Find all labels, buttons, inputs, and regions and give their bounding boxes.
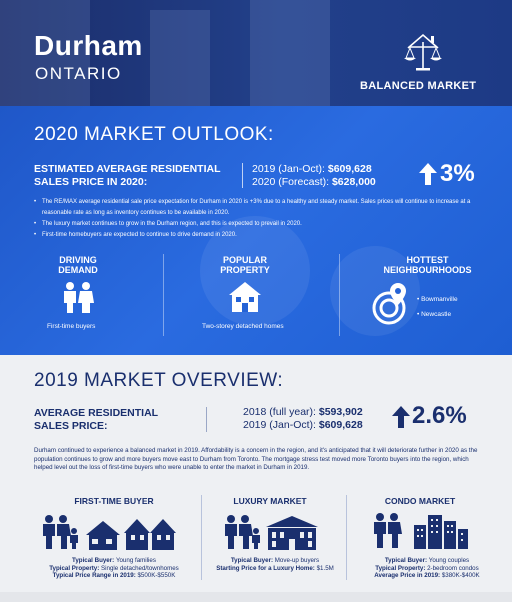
info-value: $500K-$550K — [137, 572, 176, 579]
outlook-bullets: The RE/MAX average residential sale pric… — [34, 197, 476, 241]
neighbourhood-name: Newcastle — [421, 311, 452, 318]
outlook-row1-value: $609,628 — [327, 163, 372, 175]
info-label: Typical Property: — [375, 564, 428, 572]
info-row: Average Price in 2019: $380K-$400K — [352, 572, 502, 580]
info-row: Typical Buyer: Move-up buyers — [205, 557, 345, 565]
overview-label-line2: SALES PRICE: — [34, 420, 108, 432]
driving-heading-line2: DEMAND — [58, 265, 98, 275]
outlook-change: 3% — [440, 160, 475, 187]
info-label: Typical Property: — [49, 564, 102, 572]
first-time-buyer-title: FIRST-TIME BUYER — [74, 496, 154, 506]
market-divider — [346, 495, 347, 580]
column-divider — [163, 254, 164, 336]
condo-building-icon — [374, 513, 468, 549]
background-building — [0, 0, 90, 106]
info-label: Typical Buyer: — [72, 557, 116, 564]
hottest-heading-line1: HOTTEST — [406, 255, 449, 265]
outlook-row2-value: $628,000 — [331, 176, 376, 188]
popular-heading-line1: POPULAR — [222, 255, 267, 265]
column-divider — [339, 254, 340, 336]
house-icon — [229, 282, 261, 312]
popular-heading-line2: PROPERTY — [220, 265, 270, 275]
outlook-title: 2020 MARKET OUTLOOK: — [34, 124, 274, 145]
up-arrow-icon — [419, 163, 437, 185]
info-row: Typical Buyer: Young couples — [352, 557, 502, 565]
outlook-row-2020: 2020 (Forecast): $628,000 — [252, 176, 376, 189]
popular-property-heading: POPULAR PROPERTY — [210, 255, 280, 275]
info-label: Typical Buyer: — [384, 557, 429, 564]
info-value: Single detached/townhomes — [101, 564, 179, 572]
info-row: Typical Price Range in 2019: $500K-$550K — [34, 572, 194, 580]
outlook-row2-label: 2020 (Forecast): — [252, 176, 332, 188]
info-value: $380K-$400K — [441, 572, 480, 579]
outlook-divider — [242, 163, 243, 188]
overview-row1-value: $593,902 — [318, 406, 363, 418]
province-subtitle: ONTARIO — [35, 64, 122, 83]
balance-scale-icon — [404, 33, 442, 71]
outlook-bullet: The RE/MAX average residential sale pric… — [34, 197, 476, 219]
popular-property-text: Two-storey detached homes — [202, 323, 284, 330]
info-label: Typical Buyer: — [230, 557, 275, 564]
neighbourhood-item: • Bowmanville — [417, 296, 458, 303]
luxury-market-title: LUXURY MARKET — [233, 496, 307, 506]
info-label: Average Price in 2019: — [374, 572, 442, 579]
overview-row1-label: 2018 (full year): — [243, 406, 319, 418]
info-value: Young families — [115, 557, 156, 564]
overview-title: 2019 MARKET OVERVIEW: — [34, 370, 284, 391]
city-title: Durham — [34, 30, 143, 61]
overview-label: AVERAGE RESIDENTIAL SALES PRICE: — [34, 407, 158, 433]
overview-row2-value: $609,628 — [318, 419, 363, 431]
overview-values: 2018 (full year): $593,902 2019 (Jan-Oct… — [243, 406, 363, 432]
header-banner: Durham ONTARIO BALANCED MARKET — [0, 0, 512, 106]
couple-icon — [64, 282, 94, 313]
overview-label-line1: AVERAGE RESIDENTIAL — [34, 407, 159, 419]
first-time-buyer-info: Typical Buyer: Young families Typical Pr… — [34, 557, 194, 580]
outlook-label: ESTIMATED AVERAGE RESIDENTIAL SALES PRIC… — [34, 163, 244, 189]
info-value: 2-bedroom condos — [427, 564, 479, 572]
overview-row2-label: 2019 (Jan-Oct): — [243, 419, 319, 431]
hottest-neighbourhoods-heading: HOTTEST NEIGHBOURHOODS — [375, 255, 480, 275]
market-divider — [201, 495, 202, 580]
driving-heading-line1: DRIVING — [59, 255, 97, 265]
hottest-heading-line2: NEIGHBOURHOODS — [383, 265, 472, 275]
overview-row-2019: 2019 (Jan-Oct): $609,628 — [243, 419, 363, 432]
outlook-bullet: First-time homebuyers are expected to co… — [34, 230, 476, 241]
map-pin-target-icon — [372, 283, 406, 325]
info-value: Move-up buyers — [274, 557, 320, 564]
info-value: Young couples — [428, 557, 470, 564]
outlook-bullet: The luxury market continues to grow in t… — [34, 219, 476, 230]
outlook-row-2019: 2019 (Jan-Oct): $609,628 — [252, 163, 376, 176]
balanced-market-badge: BALANCED MARKET — [360, 80, 477, 92]
outlook-label-line1: ESTIMATED AVERAGE RESIDENTIAL — [34, 163, 221, 175]
neighbourhood-item: • Newcastle — [417, 311, 452, 318]
driving-demand-heading: DRIVING DEMAND — [48, 255, 108, 275]
condo-market-title: CONDO MARKET — [384, 496, 456, 506]
info-row: Typical Buyer: Young families — [34, 557, 194, 565]
family-homes-icon — [43, 515, 176, 550]
up-arrow-icon — [392, 406, 410, 428]
info-row: Typical Property: 2-bedroom condos — [352, 565, 502, 573]
driving-demand-text: First-time buyers — [47, 323, 96, 330]
luxury-home-icon — [225, 515, 318, 550]
info-label: Starting Price for a Luxury Home: — [216, 564, 317, 572]
background-building — [150, 10, 210, 106]
footer-band — [0, 592, 512, 602]
info-row: Starting Price for a Luxury Home: $1.5M — [205, 565, 345, 573]
condo-market-info: Typical Buyer: Young couples Typical Pro… — [352, 557, 502, 580]
info-row: Typical Property: Single detached/townho… — [34, 565, 194, 573]
luxury-market-info: Typical Buyer: Move-up buyers Starting P… — [205, 557, 345, 572]
background-building — [250, 0, 330, 106]
outlook-row1-label: 2019 (Jan-Oct): — [252, 163, 328, 175]
neighbourhood-name: Bowmanville — [421, 296, 458, 303]
outlook-values: 2019 (Jan-Oct): $609,628 2020 (Forecast)… — [252, 163, 376, 189]
info-value: $1.5M — [316, 564, 334, 572]
info-label: Typical Price Range in 2019: — [52, 572, 138, 579]
overview-paragraph: Durham continued to experience a balance… — [34, 447, 478, 472]
overview-divider — [206, 407, 207, 432]
outlook-label-line2: SALES PRICE IN 2020: — [34, 176, 148, 188]
overview-change: 2.6% — [412, 402, 467, 429]
overview-row-2018: 2018 (full year): $593,902 — [243, 406, 363, 419]
